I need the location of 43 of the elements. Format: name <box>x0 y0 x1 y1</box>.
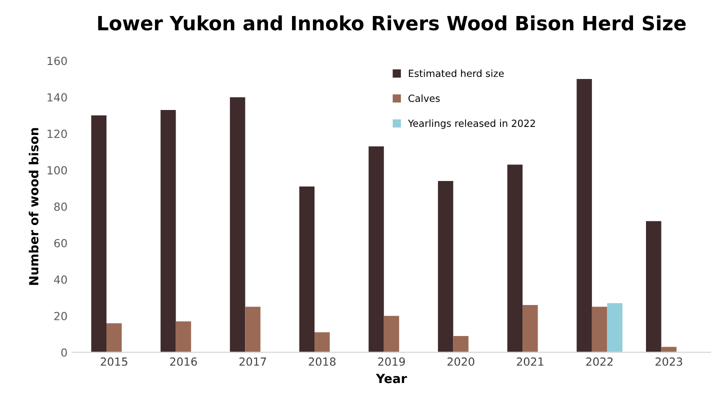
bar <box>576 78 592 352</box>
bar <box>453 336 468 352</box>
bar <box>230 97 246 352</box>
y-tick-label: 140 <box>48 93 67 102</box>
bar <box>661 346 677 352</box>
bar <box>368 146 384 352</box>
bar <box>592 306 608 352</box>
legend-label: Yearlings released in 2022 <box>408 119 535 129</box>
x-tick-label: 2023 <box>656 357 682 366</box>
bar <box>384 316 400 352</box>
y-tick-label: 20 <box>54 312 67 320</box>
bar <box>522 304 538 352</box>
x-tick-label: 2015 <box>100 357 128 366</box>
y-tick-label: 0 <box>61 348 67 357</box>
bar <box>106 323 122 352</box>
bar <box>314 332 330 352</box>
bar <box>607 303 622 352</box>
y-tick-label: 60 <box>54 238 67 248</box>
x-tick-label: 2018 <box>308 357 336 366</box>
bar <box>507 164 523 352</box>
bar <box>646 221 662 352</box>
y-tick-label: 40 <box>54 275 67 284</box>
x-tick-label: 2019 <box>378 357 405 366</box>
y-tick-label: 80 <box>54 202 67 211</box>
x-axis-title: Year <box>376 374 407 384</box>
x-tick-label: 2020 <box>448 357 474 366</box>
legend-label: Calves <box>408 94 440 102</box>
bar <box>160 110 176 352</box>
bar <box>245 306 260 352</box>
y-tick-label: 120 <box>48 130 67 138</box>
bar <box>91 115 106 352</box>
x-tick-label: 2022 <box>586 357 613 366</box>
y-axis-title: Number of wood bison <box>28 128 38 285</box>
y-tick-label: 100 <box>48 166 67 174</box>
y-tick-label: 160 <box>48 56 67 66</box>
bar <box>299 186 315 352</box>
chart-title: Lower Yukon and Innoko Rivers Wood Bison Herd Size <box>98 15 686 30</box>
x-tick-label: 2016 <box>170 357 197 366</box>
bar <box>176 321 192 352</box>
x-tick-label: 2017 <box>239 357 266 366</box>
bar <box>438 181 454 352</box>
x-tick-label: 2021 <box>516 357 544 366</box>
legend-label: Estimated herd size <box>408 70 504 78</box>
